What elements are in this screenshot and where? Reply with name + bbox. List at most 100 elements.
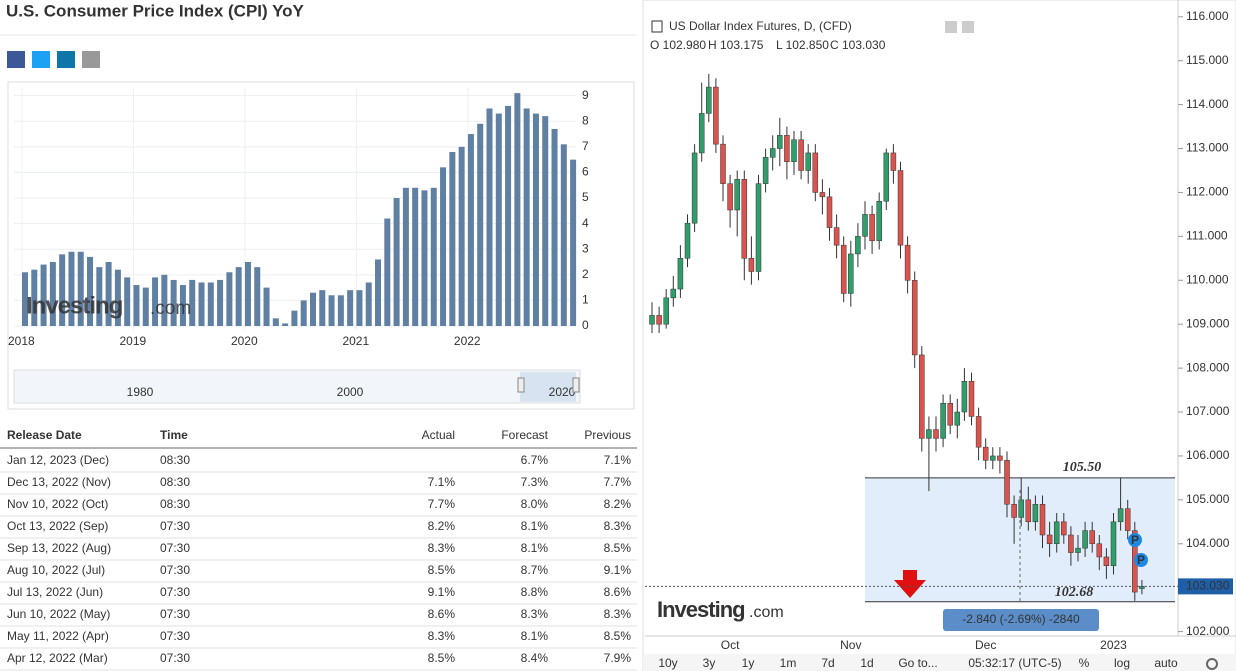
y-tick-label: 7 <box>582 139 589 153</box>
candle-body <box>855 236 861 255</box>
navigator-handle[interactable] <box>517 377 525 393</box>
navigator-handle[interactable] <box>572 377 580 393</box>
toolbar-button[interactable]: 3y <box>703 656 716 670</box>
table-cell: 9.1% <box>604 563 632 577</box>
y-tick-label: 106.000 <box>1186 448 1230 462</box>
candle-body <box>727 183 733 211</box>
table-cell: 8.3% <box>521 607 549 621</box>
candle-body <box>897 170 904 246</box>
bar <box>87 256 94 326</box>
table-cell: 8.7% <box>521 563 549 577</box>
bar <box>300 300 307 326</box>
candle-body <box>713 86 719 145</box>
candle-body <box>1025 499 1032 523</box>
y-tick-label: 9 <box>582 88 589 102</box>
candle-body <box>1039 504 1046 536</box>
candle-body <box>684 222 691 259</box>
settings-icon[interactable] <box>962 21 974 33</box>
bar <box>495 113 502 326</box>
candle-body <box>876 200 882 242</box>
y-tick-label: 104.000 <box>1186 536 1230 550</box>
candle-body <box>762 157 769 184</box>
candle-body <box>1018 499 1024 518</box>
bar <box>189 279 196 326</box>
candle-body <box>904 244 911 281</box>
candle-body <box>1032 504 1039 523</box>
chart-title: US Dollar Index Futures, D, (CFD) <box>669 19 852 33</box>
marker[interactable] <box>1134 553 1148 567</box>
toolbar-button[interactable]: 7d <box>821 656 834 670</box>
candle-body <box>968 381 975 417</box>
share-linkedin[interactable] <box>57 51 75 68</box>
table-cell: 8.5% <box>428 651 456 665</box>
candle-body <box>926 429 932 439</box>
x-tick-label: 2019 <box>119 334 146 348</box>
candle-body <box>649 315 655 325</box>
y-tick-label: 112.000 <box>1186 185 1229 199</box>
x-tick-label: Oct <box>721 638 740 652</box>
candle-body <box>833 227 840 246</box>
candle-body <box>997 455 1003 461</box>
candle-body <box>826 196 833 228</box>
y-tick-label: 108.000 <box>1186 360 1230 374</box>
y-tick-label: 1 <box>582 293 589 307</box>
marker[interactable] <box>1128 533 1142 547</box>
bar <box>282 323 289 326</box>
toolbar-button[interactable]: 1y <box>742 656 755 670</box>
x-tick-label: 2020 <box>231 334 258 348</box>
settings-icon[interactable] <box>945 21 957 33</box>
ohlc-value: C 103.030 <box>830 38 886 52</box>
settings-gear[interactable] <box>1206 658 1218 670</box>
candle-body <box>784 135 790 162</box>
candle-body <box>1096 543 1103 558</box>
last-price-label: 103.030 <box>1186 579 1230 593</box>
navigator-window[interactable] <box>520 372 576 402</box>
toolbar-button[interactable]: 1m <box>780 656 797 670</box>
ohlc-value: L 102.850 <box>776 38 829 52</box>
candle-body <box>1139 586 1145 589</box>
table-cell: 7.1% <box>428 475 456 489</box>
bar <box>254 267 261 326</box>
toolbar-button[interactable]: Go to... <box>898 656 937 670</box>
navigator[interactable] <box>13 369 581 404</box>
table-cell: 07:30 <box>160 629 190 643</box>
bar <box>412 187 419 326</box>
y-tick-label: 110.000 <box>1186 272 1229 286</box>
toolbar-button[interactable]: log <box>1114 656 1130 670</box>
share-facebook[interactable] <box>7 51 25 68</box>
logo-suffix: .com <box>150 298 191 319</box>
share-twitter[interactable] <box>32 51 50 68</box>
logo-suffix: .com <box>749 604 784 621</box>
bar <box>430 187 437 326</box>
y-tick-label: 6 <box>582 165 589 179</box>
candle-body <box>883 152 890 202</box>
table-cell: 8.6% <box>428 607 456 621</box>
x-tick-label: Dec <box>975 638 996 652</box>
candle-body <box>755 183 762 272</box>
table-cell: 9.1% <box>428 585 456 599</box>
toolbar-button[interactable]: auto <box>1154 656 1178 670</box>
chart-frame <box>7 81 635 410</box>
bar <box>68 251 75 326</box>
candle-body <box>1053 521 1060 545</box>
toolbar-button[interactable]: 10y <box>658 656 677 670</box>
down-arrow <box>894 570 926 598</box>
candle-body <box>819 192 826 198</box>
table-cell: 8.5% <box>604 541 632 555</box>
y-tick-label: 3 <box>582 241 589 255</box>
bar <box>523 108 530 327</box>
toolbar-button[interactable]: 1d <box>860 656 873 670</box>
toolbar-button[interactable]: % <box>1079 656 1090 670</box>
share-email[interactable] <box>82 51 100 68</box>
y-tick-label: 111.000 <box>1186 229 1228 243</box>
candle-body <box>947 402 953 426</box>
bar <box>226 272 233 326</box>
candle-body <box>919 354 925 439</box>
candle-body <box>805 152 811 171</box>
table-cell: 8.5% <box>428 563 456 577</box>
candle-body <box>848 253 854 294</box>
logo: Investing <box>26 292 123 319</box>
candle-body <box>1124 508 1131 531</box>
table-cell: 8.4% <box>521 651 549 665</box>
